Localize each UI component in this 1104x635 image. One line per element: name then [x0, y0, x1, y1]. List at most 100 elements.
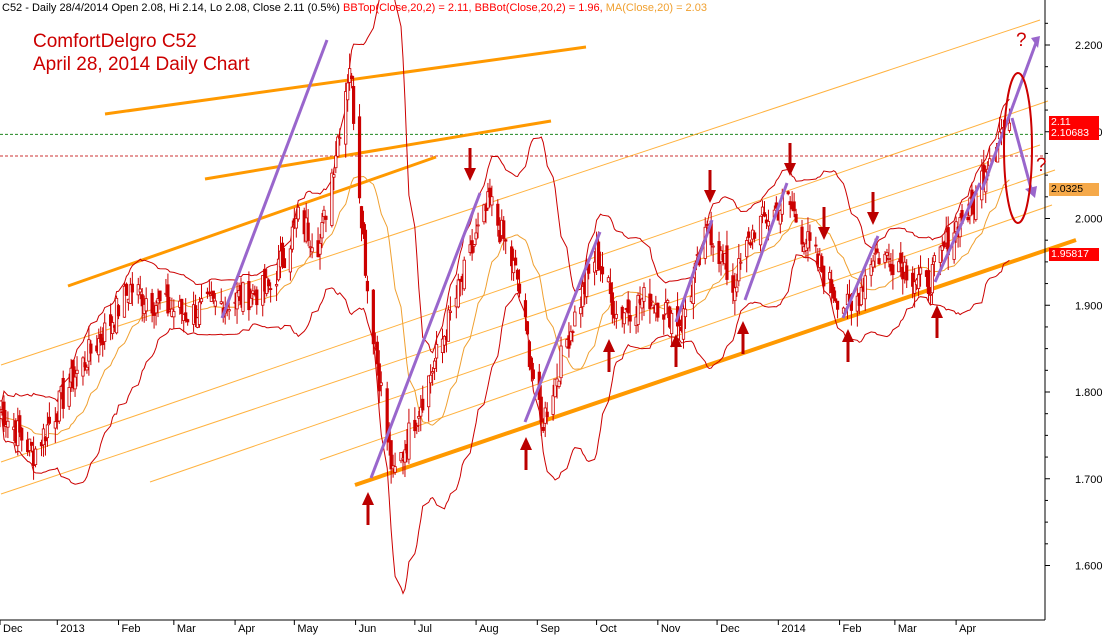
- candle-body: [496, 203, 500, 226]
- candle-body: [930, 264, 935, 294]
- candle-body: [199, 298, 204, 303]
- highlight-ellipse: [1003, 72, 1033, 224]
- candle-body: [940, 245, 944, 251]
- candle-body: [749, 242, 753, 246]
- trend-arrowhead-up: [1031, 36, 1040, 48]
- candle-body: [251, 290, 255, 294]
- candle-body: [320, 222, 324, 239]
- candle-body: [184, 312, 188, 321]
- candle-body: [581, 285, 585, 308]
- candle-body: [330, 172, 334, 226]
- candle-body: [276, 258, 281, 281]
- candle-body: [274, 284, 279, 287]
- candle-body: [830, 279, 834, 294]
- candle-body: [375, 341, 379, 365]
- candle-body: [525, 321, 530, 335]
- candle-body: [887, 258, 891, 260]
- header-symbol: C52 - Daily 28/4/2014 Open 2.08, Hi 2.14…: [2, 2, 340, 14]
- candle-body: [227, 309, 231, 312]
- candle-body: [47, 416, 51, 424]
- signal-up-head: [520, 437, 532, 450]
- candle-body: [336, 136, 340, 157]
- x-tick-label: Jul: [418, 623, 432, 635]
- candle-body: [6, 420, 10, 428]
- price-tag-1: 2.11: [1049, 116, 1099, 130]
- candle-body: [883, 253, 887, 263]
- candle-body: [869, 264, 873, 276]
- price-tag-4: 1.95817: [1049, 247, 1099, 261]
- y-tick-label: 2.000: [1075, 214, 1103, 226]
- trend-line-1: [220, 39, 329, 319]
- candle-body: [365, 280, 370, 292]
- candle-body: [567, 335, 571, 349]
- trend-line-6: [841, 235, 880, 319]
- x-tick-label: Feb: [843, 623, 862, 635]
- y-tick-label: 1.700: [1075, 474, 1103, 486]
- candle-body: [288, 248, 292, 273]
- candle-body: [691, 277, 695, 304]
- candle-body: [417, 415, 421, 419]
- candle-body: [359, 206, 364, 229]
- price-tag-3: 2.0325: [1049, 183, 1099, 197]
- candle-body: [747, 231, 751, 238]
- candle-body: [758, 215, 763, 246]
- candle-body: [1007, 122, 1012, 131]
- candle-body: [393, 466, 397, 473]
- signal-down-head: [818, 227, 830, 240]
- candle-body: [432, 360, 437, 369]
- candle-body: [140, 294, 144, 307]
- candle-body: [338, 137, 342, 140]
- candle-body: [269, 288, 273, 290]
- candle-body: [33, 448, 38, 466]
- x-tick-label: Apr: [959, 623, 976, 635]
- candle-body: [18, 415, 22, 433]
- candle-body: [154, 305, 158, 314]
- candle-body: [249, 297, 253, 308]
- candle-body: [16, 420, 20, 447]
- candle-body: [800, 226, 804, 245]
- candle-body: [296, 206, 300, 220]
- candle-body: [918, 267, 923, 275]
- indicator-header: C52 - Daily 28/4/2014 Open 2.08, Hi 2.14…: [2, 1, 707, 15]
- signal-up-head: [931, 305, 943, 318]
- candle-body: [573, 311, 577, 327]
- candle-body: [735, 286, 739, 293]
- candle-body: [97, 338, 101, 356]
- trend-line-9: [1010, 117, 1034, 193]
- candle-body: [306, 222, 310, 241]
- candle-body: [571, 331, 575, 333]
- x-tick-label: Sep: [540, 623, 560, 635]
- chart-title: ComfortDelgro C52: [33, 31, 197, 52]
- channel-line-1: [104, 45, 587, 116]
- candle-body: [456, 279, 460, 308]
- candle-body: [559, 345, 563, 379]
- candle-body: [75, 369, 79, 374]
- candle-body: [517, 283, 522, 294]
- candle-body: [280, 242, 285, 266]
- candle-body: [766, 221, 771, 227]
- candle-body: [510, 246, 514, 267]
- candle-body: [379, 382, 383, 386]
- candle-body: [905, 265, 909, 281]
- candle-body: [235, 292, 239, 310]
- candle-body: [130, 283, 134, 293]
- candle-body: [832, 286, 836, 299]
- question-mark-mid: ?: [1036, 155, 1047, 176]
- candle-body: [109, 314, 113, 327]
- candle-body: [434, 343, 439, 359]
- candle-body: [502, 220, 506, 239]
- candle-body: [324, 215, 328, 220]
- candle-body: [429, 374, 433, 384]
- candle-body: [871, 260, 875, 268]
- candle-body: [606, 277, 611, 283]
- candle-body: [407, 422, 411, 460]
- candle-body: [966, 216, 970, 221]
- candle-body: [911, 272, 915, 287]
- candle-body: [512, 260, 516, 274]
- candle-body: [352, 86, 356, 124]
- candle-body: [83, 362, 87, 368]
- candle-body: [891, 264, 895, 275]
- candle-body: [482, 204, 486, 223]
- x-tick-label: Aug: [479, 623, 499, 635]
- chart-subtitle: April 28, 2014 Daily Chart: [33, 54, 250, 75]
